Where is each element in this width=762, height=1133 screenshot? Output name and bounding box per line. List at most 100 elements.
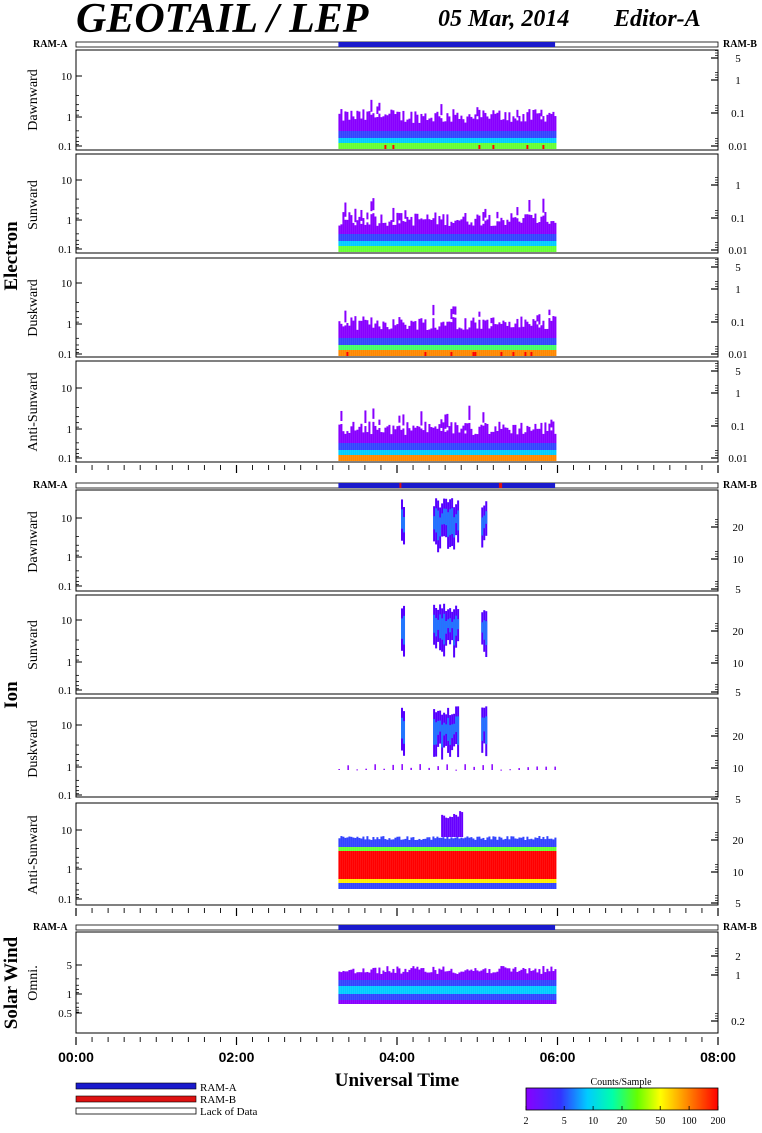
spectrogram-cell <box>548 980 551 986</box>
spectrogram-cell <box>400 883 403 889</box>
spectrogram-cell <box>518 970 521 980</box>
spectrogram-cell <box>340 836 343 847</box>
spectrogram-cell <box>472 883 475 889</box>
spectrogram-cell <box>370 131 373 138</box>
spectrogram-cell <box>492 241 495 246</box>
spectrogram-cell <box>476 328 479 338</box>
spectrogram-cell <box>378 234 381 241</box>
spectrogram-cell <box>526 450 529 455</box>
spectrogram-cell <box>440 851 443 879</box>
spectrogram-cell <box>362 246 365 252</box>
spectrogram-cell <box>380 994 383 1000</box>
spectrogram-cell <box>440 118 443 131</box>
spectrogram-cell <box>406 972 409 980</box>
spectrogram-cell <box>490 994 493 1000</box>
spectrogram-cell <box>366 883 369 889</box>
spectrogram-cell <box>442 966 445 980</box>
spectrogram-cell <box>534 879 537 883</box>
spectrogram-cell <box>520 143 523 149</box>
spectrogram-cell <box>366 986 369 994</box>
spectrogram-cell <box>496 345 499 350</box>
spectrogram-cell <box>438 879 441 883</box>
spectrogram-cell <box>428 450 431 455</box>
spectrogram-cell <box>440 986 443 994</box>
spectrogram-cell <box>494 972 497 980</box>
spectrogram-cell <box>382 836 385 847</box>
spectrogram-cell <box>454 450 457 455</box>
spectrogram-cell <box>372 143 375 149</box>
spectrogram-cell <box>450 994 453 1000</box>
spectrogram-cell <box>444 455 447 461</box>
spectrogram-cell <box>483 717 486 732</box>
spectrogram-cell <box>424 980 427 986</box>
spectrogram-ion-anti-sunward <box>338 811 557 889</box>
spectrogram-cell <box>422 350 425 356</box>
spectrogram-cell <box>524 851 527 879</box>
spectrogram-cell <box>398 111 401 131</box>
spectrogram-cell <box>482 241 485 246</box>
right-tick-label: 10 <box>733 763 745 775</box>
spectrogram-cell <box>432 121 435 131</box>
spectrogram-cell <box>420 1000 423 1004</box>
spectrogram-cell <box>464 131 467 138</box>
spectrogram-cell <box>436 994 439 1000</box>
spectrogram-cell <box>428 143 431 149</box>
spectrogram-cell <box>472 838 475 847</box>
spectrogram-cell <box>458 138 461 143</box>
spectrogram-cell <box>384 450 387 455</box>
spectrogram-cell <box>380 246 383 252</box>
spectrogram-cell <box>374 246 377 252</box>
spectrogram-cell <box>408 851 411 879</box>
right-tick-label: 10 <box>733 867 745 879</box>
spectrogram-cell <box>358 345 361 350</box>
spectrogram-cell <box>418 219 421 234</box>
spectrogram-cell <box>452 851 455 879</box>
spectrogram-cell <box>344 450 347 455</box>
spectrogram-cell <box>394 131 397 138</box>
spectrogram-cell <box>438 345 441 350</box>
spectrogram-cell <box>378 241 381 246</box>
spectrogram-cell <box>380 450 383 455</box>
ram-bar-segment-ram-b <box>498 483 503 488</box>
spectrogram-cell <box>440 969 443 980</box>
spectrogram-cell <box>340 980 343 986</box>
spectrogram-cell <box>486 847 489 851</box>
spectrogram-cell <box>528 443 531 450</box>
spectrogram-cell <box>430 883 433 889</box>
spectrogram-cell <box>482 234 485 241</box>
spectrogram-cell <box>490 839 493 847</box>
spectrogram-cell <box>426 120 429 131</box>
spectrogram-cell <box>435 508 438 533</box>
spectrogram-cell <box>370 443 373 450</box>
spectrogram-cell <box>441 618 444 640</box>
spectrogram-cell <box>388 246 391 252</box>
spectrogram-cell <box>534 246 537 252</box>
spectrogram-cell <box>416 994 419 1000</box>
left-tick-label: 0.1 <box>58 894 72 906</box>
spectrogram-cell <box>532 851 535 879</box>
spectrogram-cell <box>482 425 485 443</box>
spectrogram-cell <box>394 847 397 851</box>
spectrogram-cell <box>540 338 543 345</box>
spectrogram-cell <box>498 879 501 883</box>
spectrogram-cell <box>496 986 499 994</box>
spectrogram-cell <box>352 450 355 455</box>
spectrogram-cell <box>346 246 349 252</box>
panel-title-electron-sunward: Sunward <box>26 180 41 230</box>
spectrogram-cell <box>516 338 519 345</box>
spectrogram-cell <box>412 143 415 149</box>
spectrogram-cell <box>396 836 399 847</box>
spectrogram-cell <box>502 143 505 149</box>
spectrogram-cell <box>360 241 363 246</box>
spectrogram-cell <box>458 345 461 350</box>
spectrogram-cell <box>446 413 449 428</box>
spectrogram-cell <box>348 138 351 143</box>
spectrogram-cell <box>516 851 519 879</box>
spectrogram-cell <box>512 345 515 350</box>
spectrogram-cell <box>482 765 484 770</box>
spectrogram-cell <box>552 450 555 455</box>
spectrogram-cell <box>440 847 443 851</box>
spectrogram-cell <box>536 324 539 338</box>
spectrogram-cell <box>414 350 417 356</box>
spectrogram-cell <box>362 316 365 338</box>
